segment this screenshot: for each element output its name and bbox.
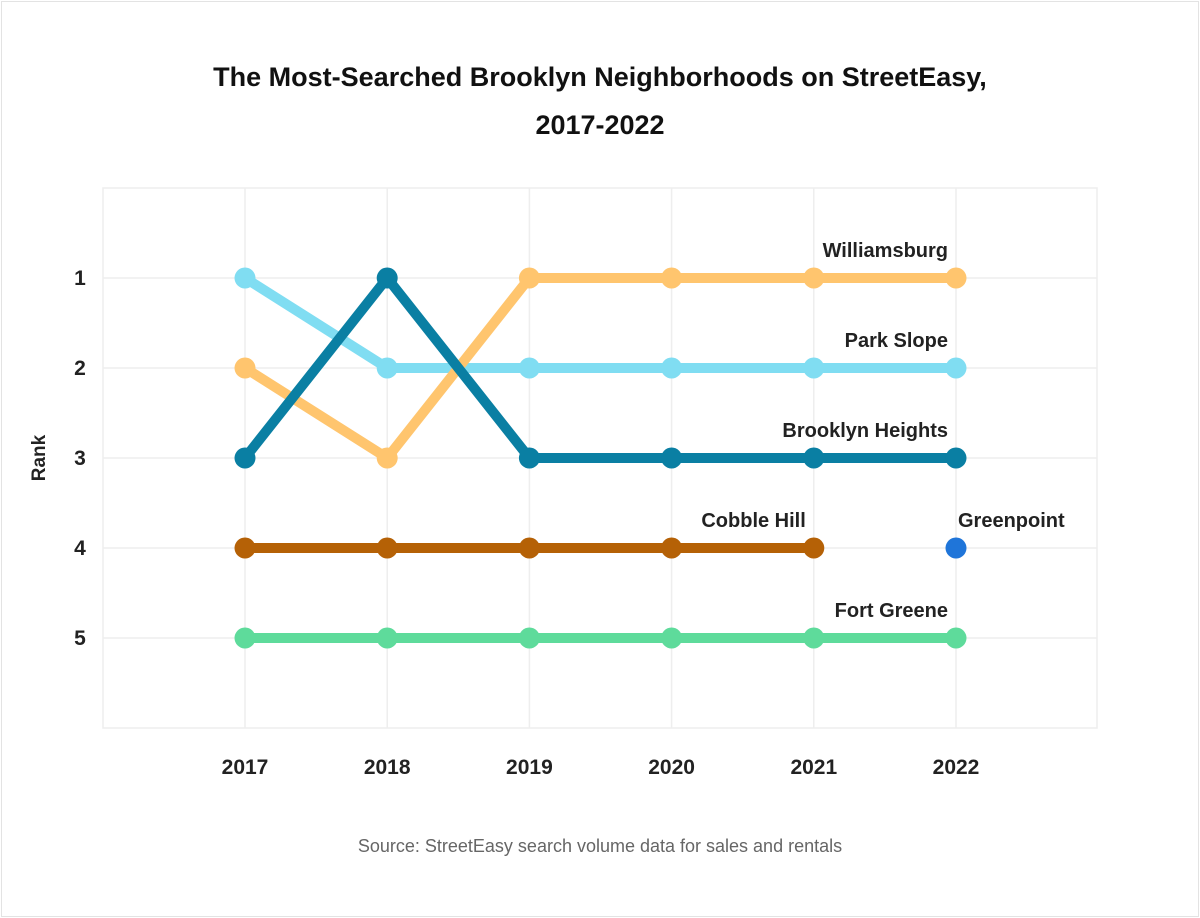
data-point-park-slope-2021 <box>803 357 825 379</box>
data-point-park-slope-2020 <box>661 357 683 379</box>
data-point-cobble-hill-2020 <box>661 537 683 559</box>
data-point-williamsburg-2019 <box>518 267 540 289</box>
data-point-brooklyn-heights-2022 <box>945 447 967 469</box>
series-line-brooklyn-heights <box>240 273 961 463</box>
data-point-cobble-hill-2017 <box>234 537 256 559</box>
series-line-park-slope <box>240 273 961 373</box>
data-point-brooklyn-heights-2021 <box>803 447 825 469</box>
data-point-brooklyn-heights-2017 <box>234 447 256 469</box>
chart-subtitle: 2017-2022 <box>535 110 665 140</box>
data-point-park-slope-2018 <box>376 357 398 379</box>
data-point-williamsburg-2022 <box>945 267 967 289</box>
data-point-williamsburg-2020 <box>661 267 683 289</box>
y-tick-label-5: 5 <box>74 627 86 650</box>
series-label-park-slope: Park Slope <box>845 330 948 352</box>
x-tick-label-2021: 2021 <box>790 756 837 779</box>
chart-title: The Most-Searched Brooklyn Neighborhoods… <box>213 62 987 92</box>
data-point-fort-greene-2020 <box>661 627 683 649</box>
data-point-park-slope-2019 <box>518 357 540 379</box>
y-tick-label-3: 3 <box>74 447 86 470</box>
data-point-brooklyn-heights-2020 <box>661 447 683 469</box>
data-point-cobble-hill-2021 <box>803 537 825 559</box>
data-point-cobble-hill-2018 <box>376 537 398 559</box>
series-label-fort-greene: Fort Greene <box>835 600 948 622</box>
series-line-williamsburg <box>240 273 961 463</box>
series-label-cobble-hill: Cobble Hill <box>701 510 805 532</box>
data-point-park-slope-2022 <box>945 357 967 379</box>
data-point-fort-greene-2017 <box>234 627 256 649</box>
x-tick-label-2020: 2020 <box>648 756 695 779</box>
series-label-greenpoint: Greenpoint <box>958 510 1065 532</box>
y-tick-label-2: 2 <box>74 357 86 380</box>
data-point-williamsburg-2017 <box>234 357 256 379</box>
y-tick-label-1: 1 <box>74 267 86 290</box>
y-axis-title: Rank <box>29 434 50 481</box>
data-point-williamsburg-2018 <box>376 447 398 469</box>
data-point-fort-greene-2021 <box>803 627 825 649</box>
x-tick-label-2019: 2019 <box>506 756 553 779</box>
series-label-williamsburg: Williamsburg <box>823 240 948 262</box>
data-point-brooklyn-heights-2018 <box>376 267 398 289</box>
x-tick-label-2017: 2017 <box>222 756 269 779</box>
data-point-cobble-hill-2019 <box>518 537 540 559</box>
data-point-fort-greene-2022 <box>945 627 967 649</box>
data-point-park-slope-2017 <box>234 267 256 289</box>
source-note: Source: StreetEasy search volume data fo… <box>357 836 843 856</box>
series-label-brooklyn-heights: Brooklyn Heights <box>782 420 948 442</box>
data-point-williamsburg-2021 <box>803 267 825 289</box>
data-point-fort-greene-2019 <box>518 627 540 649</box>
y-tick-label-4: 4 <box>74 537 86 560</box>
x-tick-label-2022: 2022 <box>933 756 980 779</box>
x-tick-label-2018: 2018 <box>364 756 411 779</box>
data-point-greenpoint-2022 <box>945 537 967 559</box>
data-point-fort-greene-2018 <box>376 627 398 649</box>
data-point-brooklyn-heights-2019 <box>518 447 540 469</box>
